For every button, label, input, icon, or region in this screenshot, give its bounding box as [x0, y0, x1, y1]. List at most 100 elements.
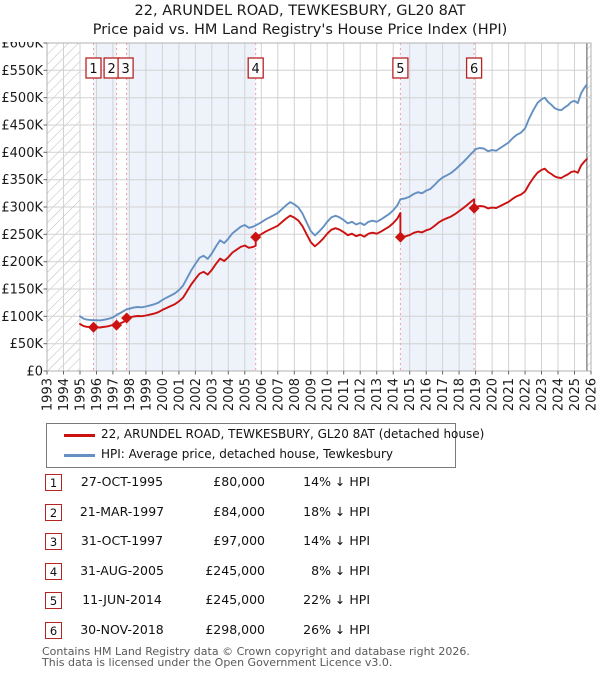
sale-row: 5 11-JUN-2014 £245,000 22% ↓ HPI	[0, 592, 600, 612]
sale-price: £80,000	[213, 474, 265, 489]
legend-label: HPI: Average price, detached house, Tewk…	[101, 447, 394, 461]
hpi-line	[79, 83, 588, 322]
sale-marker-diamond	[111, 319, 123, 331]
y-axis-label: £200K	[1, 255, 43, 270]
sale-price: £97,000	[213, 533, 265, 549]
sale-number-box-label: 5	[396, 62, 404, 77]
sale-number-box	[392, 57, 409, 79]
y-axis-label: £300K	[1, 201, 43, 216]
x-axis-label: 2016	[420, 378, 435, 411]
x-axis-label: 2005	[238, 378, 253, 411]
sale-price: £245,000	[205, 562, 265, 578]
x-axis-label: 2007	[271, 378, 286, 411]
sale-hpi-diff: 14% ↓ HPI	[303, 533, 370, 549]
sale-hpi-diff: 8% ↓ HPI	[311, 562, 370, 578]
sale-number-badge: 5	[45, 592, 62, 610]
x-axis-label: 2026	[585, 378, 600, 411]
x-axis-label: 2023	[535, 378, 550, 411]
sale-date: 31-AUG-2005	[80, 562, 164, 578]
sale-number-badge: 3	[45, 533, 62, 551]
sale-date: 27-OCT-1995	[80, 474, 164, 489]
x-axis-label: 2021	[502, 378, 517, 411]
sale-marker-diamond	[250, 231, 262, 243]
legend-line-sample	[64, 454, 95, 457]
y-axis-label: £500K	[1, 91, 43, 106]
x-axis-label: 2006	[255, 378, 270, 411]
sale-number-box-label: 6	[470, 62, 478, 77]
y-axis-label: £150K	[1, 283, 43, 298]
sale-number-box	[117, 57, 134, 79]
x-axis-label: 1997	[106, 378, 121, 411]
sale-marker-diamond	[468, 202, 480, 214]
sale-number-badge: 4	[45, 562, 62, 580]
y-axis-label: £0	[26, 365, 43, 380]
property-price-line	[79, 158, 588, 329]
page-title: 22, ARUNDEL ROAD, TEWKESBURY, GL20 8AT	[134, 3, 466, 19]
footer-line-2: This data is licensed under the Open Gov…	[42, 656, 393, 669]
x-axis-label: 2009	[304, 378, 319, 411]
legend-item: HPI: Average price, detached house, Tewk…	[47, 445, 455, 466]
x-axis-label: 2014	[387, 378, 402, 411]
x-axis-label: 2001	[172, 378, 187, 411]
y-axis-label: £400K	[1, 146, 43, 161]
y-axis-label: £550K	[1, 64, 43, 79]
footer-line-1: Contains HM Land Registry data © Crown c…	[42, 645, 470, 658]
legend-box: 22, ARUNDEL ROAD, TEWKESBURY, GL20 8AT (…	[46, 423, 484, 468]
x-axis-label: 2013	[370, 378, 385, 411]
y-axis-label: £450K	[1, 119, 43, 134]
sale-hpi-diff: 18% ↓ HPI	[303, 503, 370, 519]
sale-price: £298,000	[205, 622, 265, 637]
sale-date: 21-MAR-1997	[79, 503, 165, 519]
sale-marker-diamond	[121, 312, 133, 324]
y-axis-label: £50K	[10, 337, 44, 352]
sale-price: £245,000	[205, 592, 265, 608]
sale-number-badge: 2	[45, 503, 62, 521]
y-axis-label: £350K	[1, 173, 43, 188]
sale-row: 6 30-NOV-2018 £298,000 26% ↓ HPI	[0, 622, 600, 642]
sale-number-box-label: 1	[89, 62, 97, 77]
sale-hpi-diff: 26% ↓ HPI	[303, 622, 370, 637]
sale-number-badge: 6	[45, 622, 62, 639]
sale-number-box	[465, 57, 483, 79]
x-axis-label: 2010	[321, 378, 336, 411]
sale-number-box	[85, 57, 102, 79]
x-axis-label: 2008	[288, 378, 303, 411]
x-axis-label: 1998	[123, 378, 138, 411]
x-axis-label: 2025	[568, 378, 583, 411]
sale-number-box-label: 2	[107, 62, 115, 77]
sale-hpi-diff: 22% ↓ HPI	[303, 592, 370, 608]
x-axis-label: 1993	[41, 378, 56, 411]
y-axis-label: £250K	[1, 228, 43, 243]
sale-date: 11-JUN-2014	[82, 592, 162, 608]
sale-date: 31-OCT-1997	[80, 533, 164, 549]
sale-number-box	[247, 57, 264, 79]
x-axis-label: 2003	[205, 378, 220, 411]
y-axis-label: £600K	[1, 42, 43, 52]
x-axis-label: 1995	[74, 378, 89, 411]
sale-marker-diamond	[394, 231, 406, 243]
x-axis-label: 1999	[139, 378, 154, 411]
sale-number-box-label: 4	[252, 62, 260, 77]
x-axis-label: 2012	[354, 378, 369, 411]
x-axis-label: 2011	[337, 378, 352, 411]
legend-item: 22, ARUNDEL ROAD, TEWKESBURY, GL20 8AT (…	[47, 425, 484, 446]
sale-price: £84,000	[213, 503, 265, 519]
sale-row: 2 21-MAR-1997 £84,000 18% ↓ HPI	[0, 503, 600, 524]
x-axis-label: 1996	[90, 378, 105, 411]
sale-number-box-label: 3	[121, 62, 129, 77]
y-axis-label: £100K	[1, 310, 43, 325]
x-axis-label: 2004	[222, 378, 237, 411]
sale-hpi-diff: 14% ↓ HPI	[303, 474, 370, 489]
sale-row: 1 27-OCT-1995 £80,000 14% ↓ HPI	[0, 474, 600, 494]
x-axis-label: 2015	[403, 378, 418, 411]
x-axis-label: 2019	[469, 378, 484, 411]
sale-number-badge: 1	[45, 474, 62, 491]
page-subtitle: Price paid vs. HM Land Registry's House …	[92, 22, 508, 38]
sale-date: 30-NOV-2018	[80, 622, 164, 637]
sale-row: 3 31-OCT-1997 £97,000 14% ↓ HPI	[0, 533, 600, 553]
x-axis-label: 2022	[519, 378, 534, 411]
x-axis-label: 2020	[486, 378, 501, 411]
sale-row: 4 31-AUG-2005 £245,000 8% ↓ HPI	[0, 562, 600, 583]
x-axis-label: 2017	[436, 378, 451, 411]
